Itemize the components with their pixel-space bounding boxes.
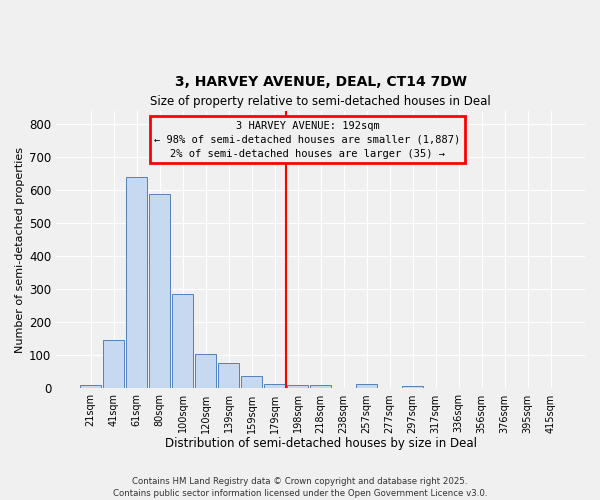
Bar	[103, 340, 124, 388]
Bar	[80, 385, 101, 388]
Text: Contains HM Land Registry data © Crown copyright and database right 2025.
Contai: Contains HM Land Registry data © Crown c…	[113, 476, 487, 498]
Text: Size of property relative to semi-detached houses in Deal: Size of property relative to semi-detach…	[150, 95, 491, 108]
Title: 3, HARVEY AVENUE, DEAL, CT14 7DW: 3, HARVEY AVENUE, DEAL, CT14 7DW	[175, 75, 467, 89]
Y-axis label: Number of semi-detached properties: Number of semi-detached properties	[15, 146, 25, 352]
Bar	[402, 386, 423, 388]
X-axis label: Distribution of semi-detached houses by size in Deal: Distribution of semi-detached houses by …	[164, 437, 476, 450]
Bar	[196, 354, 216, 388]
Bar	[241, 376, 262, 388]
Bar	[218, 364, 239, 388]
Bar	[149, 194, 170, 388]
Bar	[264, 384, 285, 388]
Bar	[287, 384, 308, 388]
Bar	[172, 294, 193, 388]
Bar	[127, 177, 147, 388]
Text: 3 HARVEY AVENUE: 192sqm
← 98% of semi-detached houses are smaller (1,887)
2% of : 3 HARVEY AVENUE: 192sqm ← 98% of semi-de…	[154, 120, 461, 158]
Bar	[310, 384, 331, 388]
Bar	[356, 384, 377, 388]
